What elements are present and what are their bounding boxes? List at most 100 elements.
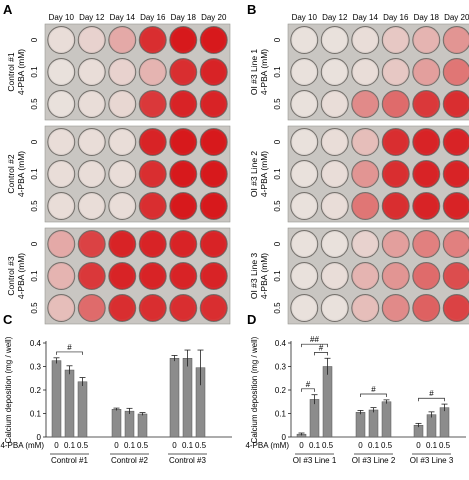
well-plate-grid-control: Day 10 Day 12 Day 14 Day 16 Day 18 Day 20 Cont… bbox=[6, 13, 231, 325]
well-rim-shade bbox=[321, 192, 349, 220]
bar bbox=[77, 381, 88, 438]
well-rim-shade bbox=[443, 58, 469, 86]
well-rim-shade bbox=[443, 160, 469, 188]
dose-label: 0 bbox=[273, 241, 282, 246]
well-rim-shade bbox=[412, 192, 440, 220]
well-rim-shade bbox=[139, 192, 167, 220]
group-name-label: Control #1 bbox=[51, 456, 88, 465]
dose-label: 0.1 bbox=[30, 66, 39, 78]
group-label: Control #2 bbox=[6, 154, 16, 193]
panel-letter-d: D bbox=[247, 312, 256, 327]
well-rim-shade bbox=[290, 58, 318, 86]
well-rim-shade bbox=[351, 58, 379, 86]
well-rim-shade bbox=[47, 294, 75, 322]
well-rim-shade bbox=[200, 192, 228, 220]
significance-marker: # bbox=[371, 385, 376, 394]
well-rim-shade bbox=[78, 26, 106, 54]
well-rim-shade bbox=[351, 294, 379, 322]
day-label: Day 16 bbox=[140, 13, 166, 22]
dose-label: 0 bbox=[30, 241, 39, 246]
bar bbox=[355, 412, 366, 438]
well-rim-shade bbox=[200, 230, 228, 258]
dose-label: 0.5 bbox=[273, 98, 282, 110]
day-label: Day 12 bbox=[79, 13, 105, 22]
dose-axis-label: 4-PBA (mM) bbox=[245, 441, 289, 450]
dose-tick-label: 0.5 bbox=[137, 441, 149, 450]
well-rim-shade bbox=[443, 230, 469, 258]
well-rim-shade bbox=[78, 192, 106, 220]
panel-letter-c: C bbox=[3, 312, 13, 327]
well-rim-shade bbox=[169, 192, 197, 220]
y-tick-label: 0 bbox=[282, 433, 287, 442]
well-rim-shade bbox=[139, 26, 167, 54]
dose-tick-label: 0 bbox=[416, 441, 421, 450]
dose-tick-label: 0 bbox=[54, 441, 59, 450]
bar bbox=[182, 358, 193, 438]
significance-bracket bbox=[418, 397, 445, 402]
bar bbox=[381, 401, 392, 438]
day-label: Day 16 bbox=[383, 13, 409, 22]
well-rim-shade bbox=[139, 160, 167, 188]
dose-tick-label: 0 bbox=[358, 441, 363, 450]
plate-background bbox=[44, 23, 231, 121]
well-rim-shade bbox=[321, 294, 349, 322]
dose-label: 0.1 bbox=[273, 270, 282, 282]
bar bbox=[322, 366, 333, 438]
dose-label: 0.5 bbox=[30, 98, 39, 110]
well-rim-shade bbox=[78, 128, 106, 156]
well-rim-shade bbox=[321, 58, 349, 86]
group-name-label: Control #3 bbox=[169, 456, 206, 465]
well-rim-shade bbox=[200, 90, 228, 118]
day-label: Day 14 bbox=[353, 13, 379, 22]
dose-tick-label: 0.1 bbox=[309, 441, 321, 450]
significance-marker: # bbox=[306, 380, 311, 389]
group-axis-label: 4-PBA (mM) bbox=[16, 253, 26, 299]
plate-background bbox=[44, 125, 231, 223]
well-rim-shade bbox=[169, 230, 197, 258]
well-rim-shade bbox=[412, 128, 440, 156]
well-rim-shade bbox=[47, 90, 75, 118]
well-rim-shade bbox=[412, 262, 440, 290]
dose-label: 0.1 bbox=[273, 66, 282, 78]
group-axis-label: 4-PBA (mM) bbox=[16, 49, 26, 95]
well-rim-shade bbox=[382, 128, 410, 156]
bar bbox=[368, 409, 379, 438]
day-label: Day 18 bbox=[171, 13, 197, 22]
y-tick-label: 0.2 bbox=[275, 386, 287, 395]
well-rim-shade bbox=[321, 262, 349, 290]
group-axis-label: 4-PBA (mM) bbox=[259, 151, 269, 197]
bar bbox=[124, 410, 135, 438]
significance-bracket bbox=[56, 351, 83, 355]
significance-marker: # bbox=[319, 343, 324, 352]
y-tick-label: 0.3 bbox=[275, 363, 287, 372]
bar bbox=[64, 369, 75, 438]
well-rim-shade bbox=[139, 230, 167, 258]
well-rim-shade bbox=[78, 160, 106, 188]
well-rim-shade bbox=[412, 294, 440, 322]
group-axis-label: 4-PBA (mM) bbox=[259, 253, 269, 299]
well-rim-shade bbox=[412, 230, 440, 258]
well-rim-shade bbox=[290, 90, 318, 118]
significance-marker: # bbox=[429, 389, 434, 398]
dose-label: 0 bbox=[30, 139, 39, 144]
dose-label: 0 bbox=[273, 37, 282, 42]
well-rim-shade bbox=[351, 192, 379, 220]
well-rim-shade bbox=[382, 58, 410, 86]
well-rim-shade bbox=[47, 192, 75, 220]
day-label: Day 14 bbox=[110, 13, 136, 22]
well-rim-shade bbox=[351, 90, 379, 118]
significance-marker: ## bbox=[310, 335, 319, 344]
dose-tick-label: 0 bbox=[114, 441, 119, 450]
well-rim-shade bbox=[78, 90, 106, 118]
well-rim-shade bbox=[78, 58, 106, 86]
y-tick-label: 0.2 bbox=[30, 386, 42, 395]
group-label: Control #3 bbox=[6, 256, 16, 295]
significance-bracket bbox=[360, 393, 387, 397]
well-rim-shade bbox=[47, 26, 75, 54]
well-rim-shade bbox=[321, 128, 349, 156]
bar-chart-control: Calcium deposition (mg / well) 0 0.1 0.2 0.3… bbox=[0, 336, 232, 465]
y-axis-label: Calcium deposition (mg / well) bbox=[250, 336, 259, 443]
well-rim-shade bbox=[443, 26, 469, 54]
well-rim-shade bbox=[47, 230, 75, 258]
well-rim-shade bbox=[139, 128, 167, 156]
